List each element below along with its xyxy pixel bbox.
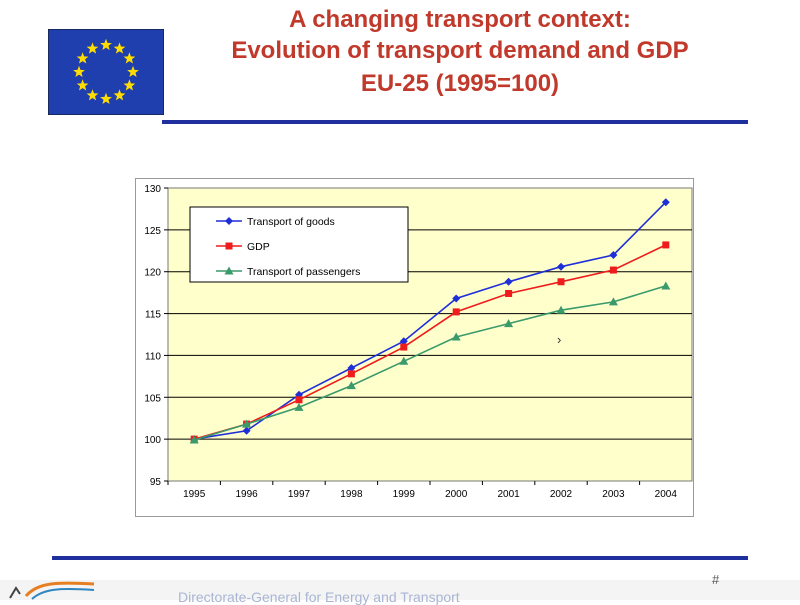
data-point	[504, 319, 514, 328]
y-tick-label: 95	[150, 477, 162, 488]
slide-title-line-3: EU-25 (1995=100)	[360, 70, 560, 97]
flag-star-icon	[127, 65, 139, 77]
data-point	[661, 281, 671, 290]
legend-label: GDP	[247, 241, 270, 253]
legend-marker	[225, 217, 233, 225]
x-tick-label: 1998	[340, 489, 363, 500]
page-number: #	[712, 572, 720, 587]
legend: Transport of goods GDP Transport of passen…	[189, 206, 409, 283]
data-point	[505, 289, 513, 297]
x-tick-label: 1996	[235, 489, 258, 500]
x-tick-label: 1999	[393, 489, 416, 500]
data-point	[242, 426, 251, 435]
series-transport-of-passengers	[189, 281, 671, 444]
dg-logo-icon	[9, 581, 95, 600]
y-tick-label: 125	[144, 226, 161, 237]
data-point	[556, 305, 566, 314]
data-point	[294, 402, 304, 411]
data-point	[399, 337, 408, 346]
legend-marker	[225, 242, 233, 250]
data-point	[189, 435, 199, 444]
legend-marker	[224, 266, 234, 275]
data-point	[557, 278, 565, 286]
data-point	[400, 343, 408, 351]
y-tick-label: 100	[144, 435, 161, 446]
y-tick-label: 110	[145, 351, 161, 362]
legend-label: Transport of goods	[247, 216, 335, 228]
data-point	[347, 370, 355, 378]
x-tick-label: 2004	[655, 489, 678, 500]
flag-star-icon	[100, 38, 112, 50]
data-point	[295, 396, 303, 404]
footer-bar	[0, 580, 800, 600]
data-point	[662, 241, 670, 249]
y-tick-label: 120	[144, 268, 161, 279]
x-tick-label: 2002	[550, 489, 573, 500]
x-tick-label: 1995	[183, 489, 206, 500]
data-point	[609, 266, 617, 274]
chart-panel: 95 100 105 110 115 120 125 130 1995 1996 1997 1998…	[135, 178, 694, 517]
data-point	[451, 332, 461, 341]
y-tick-label: 105	[144, 393, 161, 404]
flag-star-icon	[73, 65, 85, 77]
mouse-cursor-icon: ›	[557, 332, 562, 347]
line-chart: 95 100 105 110 115 120 125 130 1995 1996 1997 1998…	[144, 184, 693, 500]
data-point	[347, 363, 356, 372]
flag-star-icon	[123, 79, 136, 91]
flag-star-icon	[76, 79, 89, 91]
data-point	[504, 277, 513, 286]
x-tick-label: 2001	[497, 489, 520, 500]
flag-star-icon	[100, 92, 112, 104]
slide-title-line-1: A changing transport context:	[289, 6, 631, 33]
data-point	[452, 308, 460, 316]
data-point	[452, 294, 461, 303]
x-axis-ticks: 1995 1996 1997 1998 1999 2000 2001 2002 2003 2004	[167, 481, 678, 500]
series-line	[193, 244, 667, 440]
slide-title-line-2: Evolution of transport demand and GDP	[231, 37, 689, 64]
x-tick-label: 2003	[602, 489, 625, 500]
y-tick-label: 115	[145, 310, 161, 321]
data-point	[346, 381, 356, 390]
data-point	[661, 198, 670, 207]
y-tick-label: 130	[144, 184, 161, 195]
series-line	[193, 285, 667, 441]
series-layer	[189, 198, 671, 444]
data-point	[399, 356, 409, 365]
flag-star-icon	[123, 52, 136, 64]
data-point	[242, 419, 252, 428]
y-axis-ticks: 95 100 105 110 115 120 125 130	[144, 184, 168, 488]
header-divider	[162, 120, 748, 124]
flag-star-icon	[113, 89, 126, 101]
footer-divider	[52, 556, 748, 560]
data-point	[608, 297, 618, 306]
flag-star-icon	[76, 52, 89, 64]
data-point	[557, 262, 565, 271]
flag-star-icon	[86, 42, 99, 54]
series-gdp	[190, 241, 670, 443]
eu-flag-icon	[48, 29, 164, 115]
flag-star-icon	[113, 42, 126, 54]
legend-label: Transport of passengers	[247, 266, 360, 278]
footer-text: Directorate-General for Energy and Trans…	[178, 589, 460, 605]
x-tick-label: 2000	[445, 489, 468, 500]
x-tick-label: 1997	[288, 489, 311, 500]
data-point	[609, 250, 618, 259]
flag-star-icon	[86, 89, 99, 101]
